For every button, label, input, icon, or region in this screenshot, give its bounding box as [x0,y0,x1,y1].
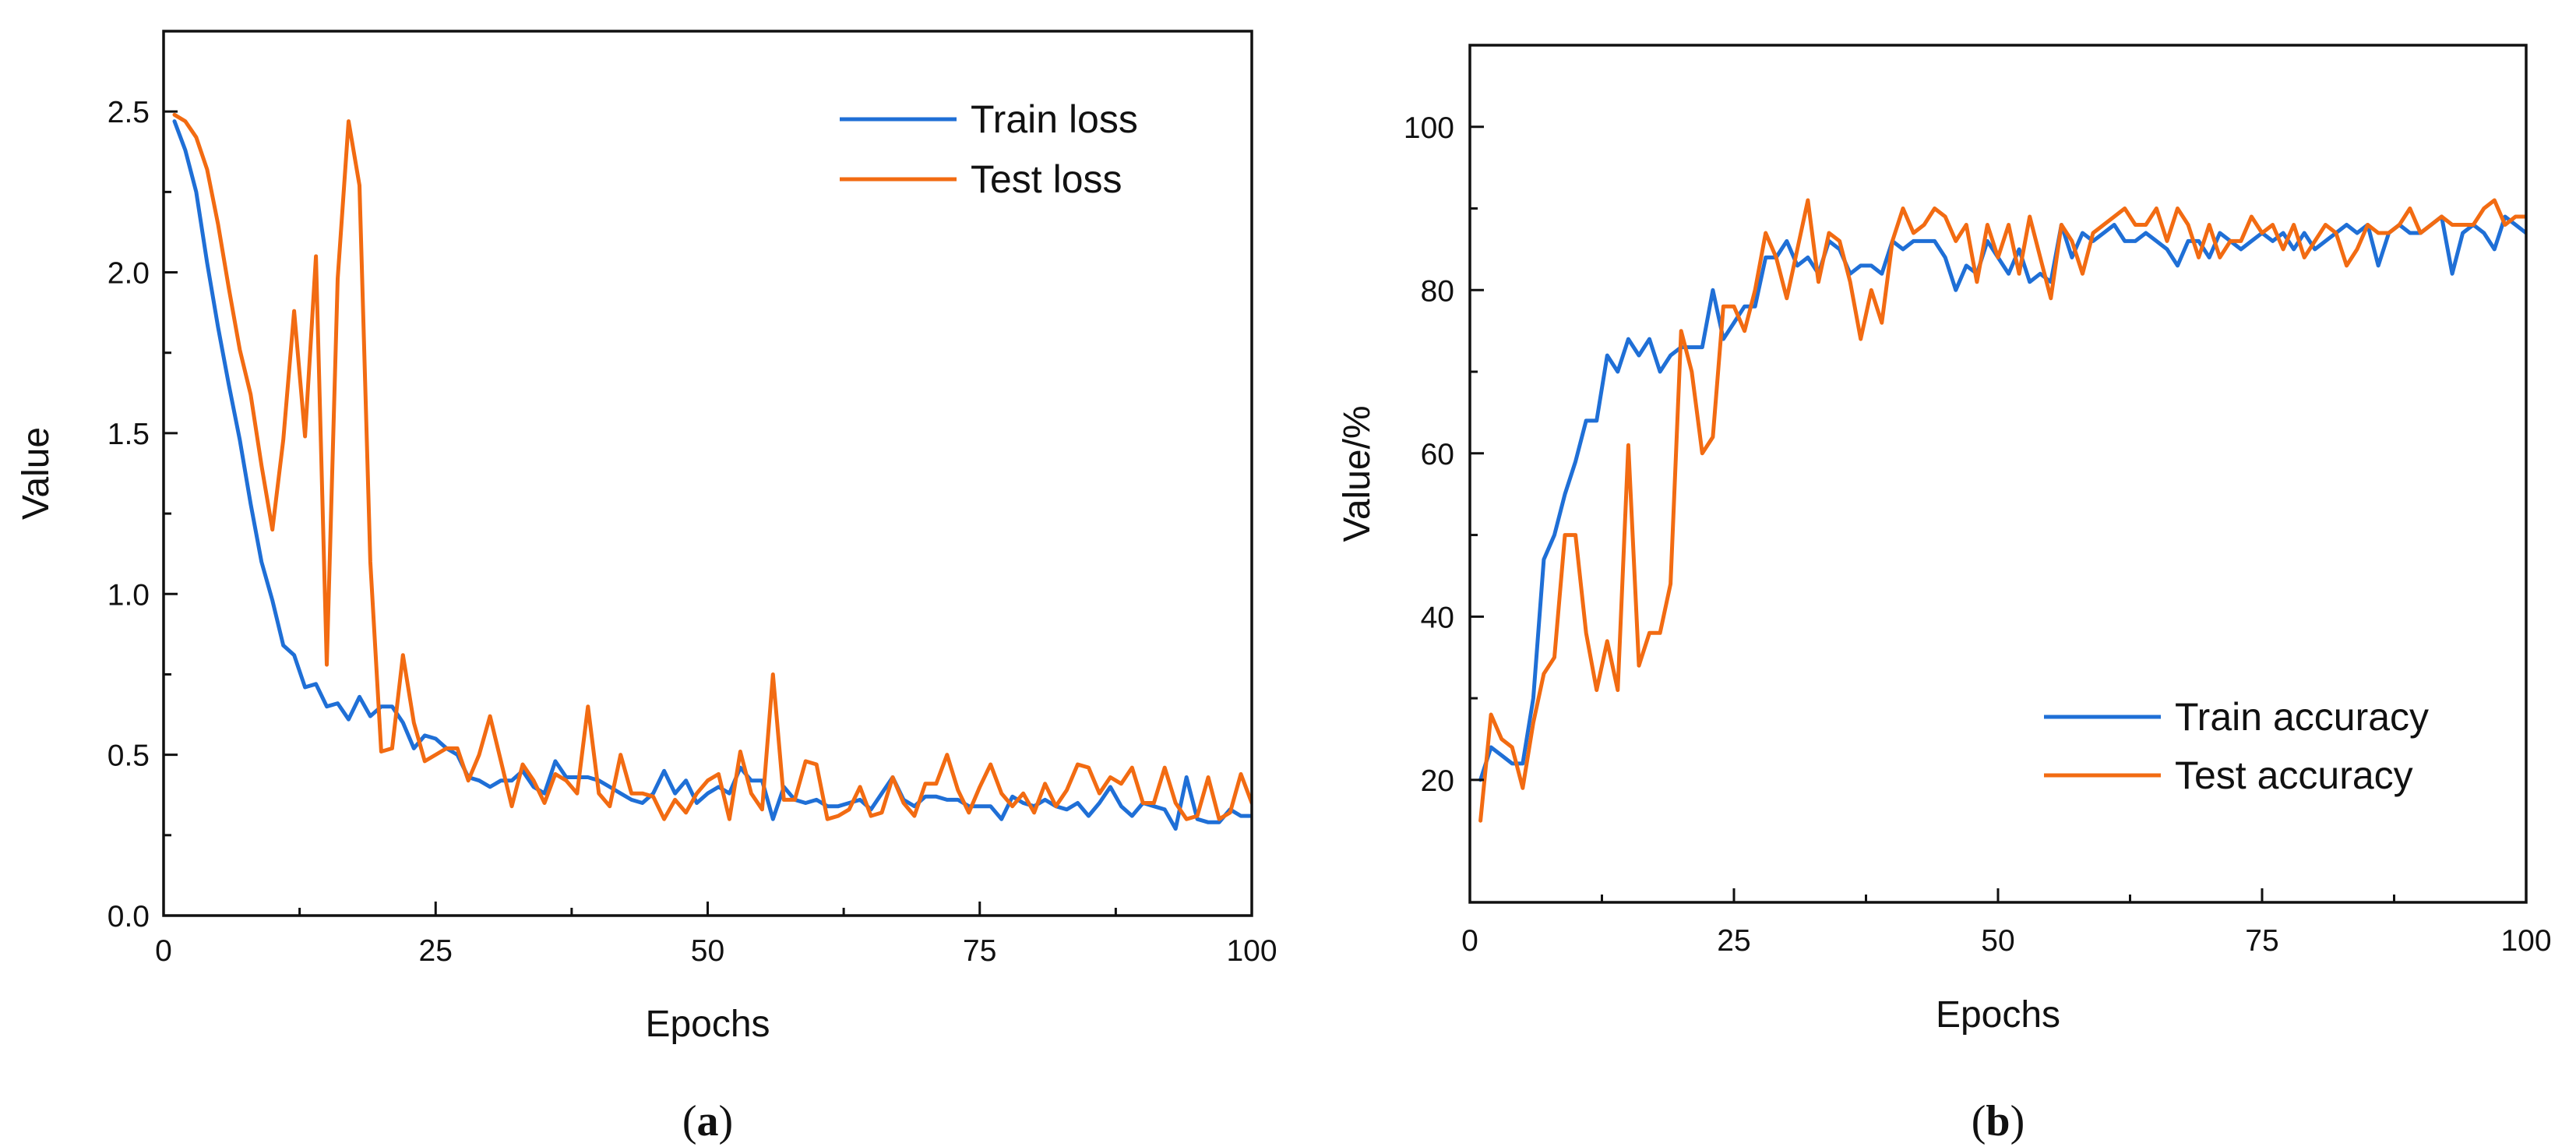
y-tick-label: 100 [1404,111,1454,145]
x-tick-label: 0 [155,934,172,968]
x-tick-label: 25 [419,934,453,968]
x-axis-title: Epochs [645,1004,770,1045]
legend-label: Train loss [971,97,1138,141]
legend-label: Test loss [971,157,1122,201]
x-tick-label: 0 [1461,924,1478,958]
y-tick-label: 80 [1421,274,1454,308]
series-line-train-loss [172,119,1252,831]
series-line-test-loss [172,112,1252,821]
panel-caption: (b) [1972,1097,2025,1145]
panel-a: 0 25 50 75 100 0.0 0.5 1.0 1.5 2.0 2.5 Epochs Value T… [16,30,1277,1145]
y-tick-label: 60 [1421,438,1454,471]
y-tick-label: 20 [1421,764,1454,798]
y-tick-label: 2.5 [107,96,150,129]
x-tick-label: 100 [2500,924,2551,958]
series-line-test-accuracy [1478,198,2526,823]
x-tick-label: 75 [2245,924,2278,958]
y-tick-label: 1.0 [107,578,150,612]
x-tick-label: 100 [1226,934,1277,968]
y-tick-label: 0.5 [107,739,150,773]
x-tick-label: 25 [1717,924,1750,958]
legend-label: Test accuracy [2175,753,2413,797]
panel-caption: (a) [682,1097,733,1145]
y-tick-label: 1.5 [107,418,150,451]
y-tick-label: 2.0 [107,257,150,291]
x-tick-label: 50 [691,934,724,968]
x-tick-label: 75 [963,934,996,968]
y-tick-label: 0.0 [107,900,150,933]
y-axis-title: Value [16,427,57,520]
legend-label: Train accuracy [2175,695,2429,739]
y-axis-title: Value/% [1337,405,1378,542]
series-line-train-accuracy [1478,214,2526,782]
y-tick-label: 40 [1421,601,1454,634]
x-tick-label: 50 [1981,924,2014,958]
panel-b: 0 25 50 75 100 20 40 60 80 100 Epochs Value/% Train … [1337,44,2552,1145]
x-axis-title: Epochs [1936,994,2060,1036]
